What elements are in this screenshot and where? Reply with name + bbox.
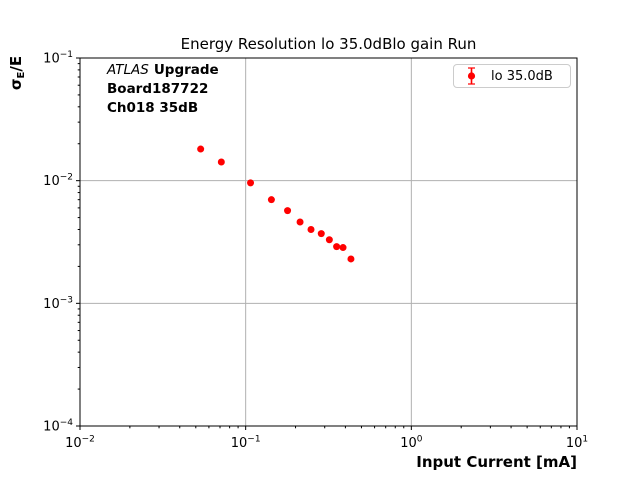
annotation-atlas: ATLAS xyxy=(107,62,149,78)
data-point xyxy=(267,196,275,204)
data-point xyxy=(307,225,315,233)
data-point xyxy=(197,145,205,153)
legend: lo 35.0dB xyxy=(453,64,571,88)
x-tick-label: 100 xyxy=(400,435,423,452)
data-point xyxy=(325,236,333,244)
y-tick-label: 10−2 xyxy=(43,173,73,190)
chart-title: Energy Resolution lo 35.0dBlo gain Run xyxy=(180,35,477,53)
legend-errorbar-marker-icon xyxy=(467,67,476,85)
legend-label: lo 35.0dB xyxy=(491,68,553,84)
data-point xyxy=(347,255,355,263)
plot-frame xyxy=(79,57,578,427)
annotation-channel: Ch018 35dB xyxy=(107,100,199,116)
data-point xyxy=(317,230,325,238)
data-point xyxy=(339,244,347,252)
tick-labels: 10−2 10−1 100 101 10−1 10−2 10−3 10−4 xyxy=(43,50,588,451)
ylabel-sigma: σ xyxy=(7,78,25,91)
annotation-line-1: ATLAS Upgrade xyxy=(107,61,219,80)
data-point xyxy=(217,158,225,166)
data-point xyxy=(247,179,255,187)
data-point xyxy=(284,207,292,215)
ylabel-suffix: /E xyxy=(7,55,25,72)
y-axis-label: σE/E xyxy=(7,56,27,90)
data-point xyxy=(333,243,341,251)
annotation: ATLAS Upgrade Board187722 Ch018 35dB xyxy=(107,61,219,118)
data-points xyxy=(197,145,355,263)
x-tick-label: 101 xyxy=(566,435,588,452)
y-tick-label: 10−4 xyxy=(43,418,73,435)
x-tick-label: 10−1 xyxy=(231,435,261,452)
y-tick-label: 10−1 xyxy=(43,50,73,67)
x-axis-label: Input Current [mA] xyxy=(416,453,577,471)
x-tick-label: 10−2 xyxy=(65,435,95,452)
y-tick-label: 10−3 xyxy=(43,295,73,312)
gridlines xyxy=(80,58,577,426)
annotation-upgrade: Upgrade xyxy=(153,62,219,78)
data-point xyxy=(296,218,304,226)
annotation-board: Board187722 xyxy=(107,81,209,97)
ylabel-subscript: E xyxy=(16,71,27,79)
